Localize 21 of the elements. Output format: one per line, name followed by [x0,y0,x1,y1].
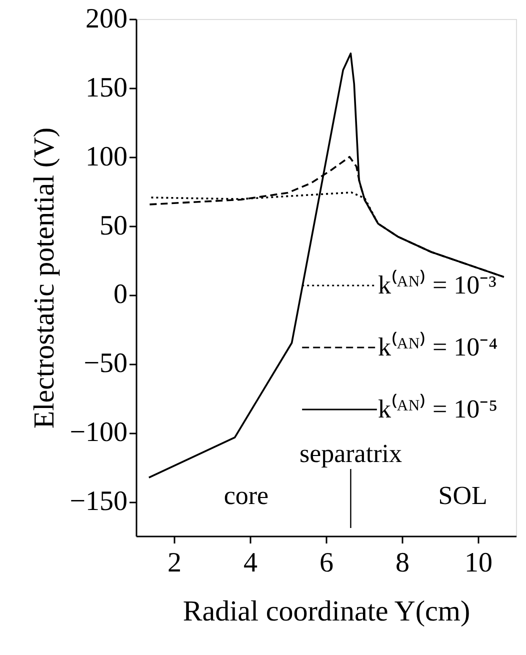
y-axis-title: Electrostatic potential (V) [28,127,61,429]
x-tick-label: 4 [244,548,258,578]
legend-label: k⁽ᴬᴺ⁾ = 10⁻⁴ [378,332,498,362]
legend-label: k⁽ᴬᴺ⁾ = 10⁻³ [378,270,497,300]
y-tick-label: −100 [70,417,128,448]
x-tick-label: 10 [464,548,492,578]
y-tick-label: 150 [86,72,128,104]
legend-label: k⁽ᴬᴺ⁾ = 10⁻⁵ [378,394,498,424]
y-tick-label: −50 [84,348,128,380]
annotation: SOL [438,481,488,510]
y-tick-label: −150 [70,486,128,518]
y-tick-label: 50 [100,210,128,242]
x-tick-label: 6 [320,548,334,578]
y-tick-label: 200 [86,4,128,34]
x-tick-label: 2 [168,548,182,578]
annotation: core [224,481,269,510]
ref-line-label: separatrix [299,439,402,468]
x-tick-label: 8 [396,548,410,578]
y-tick-label: 100 [86,141,128,172]
y-tick-label: 0 [114,279,128,310]
x-axis-title: Radial coordinate Y(cm) [182,596,470,628]
